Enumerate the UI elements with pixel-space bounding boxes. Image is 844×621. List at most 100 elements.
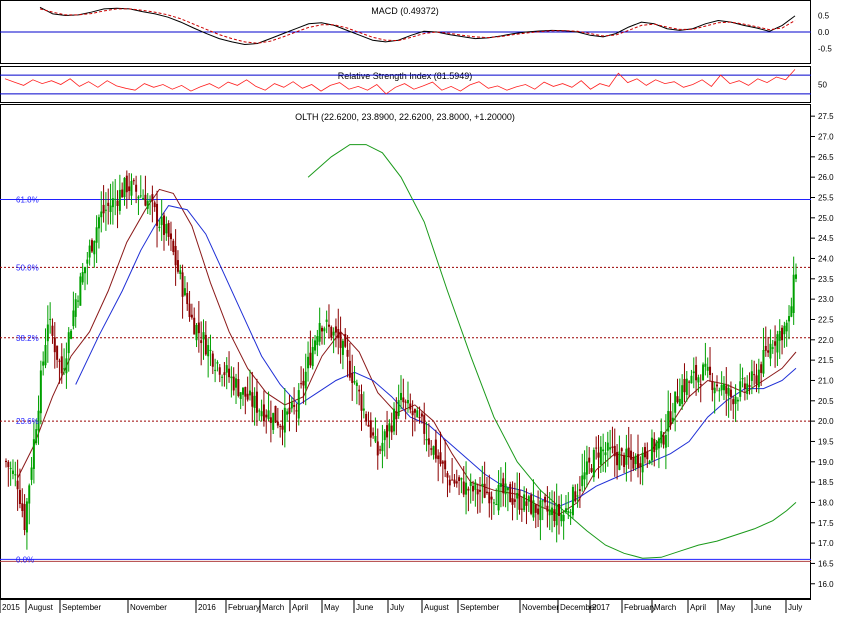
candle-body xyxy=(776,334,779,353)
candle-body xyxy=(11,470,14,474)
candle-body xyxy=(237,379,240,396)
candle-body xyxy=(660,431,663,444)
candle-body xyxy=(37,410,40,431)
candle-body xyxy=(160,216,163,226)
candle-body xyxy=(53,337,56,353)
candle-body xyxy=(562,515,565,522)
candle-body xyxy=(592,449,595,478)
candle-body xyxy=(230,376,233,379)
candle-body xyxy=(595,447,598,449)
candle-body xyxy=(142,198,145,200)
candle-body xyxy=(581,475,584,487)
candle-body xyxy=(274,405,277,423)
candle-body xyxy=(451,479,454,481)
candle-body xyxy=(551,507,554,515)
candle-body xyxy=(769,343,772,359)
candle-body xyxy=(627,447,630,457)
candle-body xyxy=(132,180,135,182)
candle-body xyxy=(281,425,284,430)
price-tick-label: 22.0 xyxy=(818,336,834,345)
candle-body xyxy=(207,345,210,357)
candle-body xyxy=(79,276,82,306)
candle-body xyxy=(739,381,742,397)
candle-body xyxy=(46,324,49,342)
x-tick-label: November xyxy=(130,603,167,612)
candle-body xyxy=(569,512,572,514)
candle-body xyxy=(648,460,651,464)
candle-body xyxy=(746,383,749,395)
candle-body xyxy=(139,195,142,197)
candle-body xyxy=(367,424,370,427)
x-tick-label: September xyxy=(460,603,499,612)
candle-body xyxy=(204,334,207,355)
candle-body xyxy=(637,454,639,468)
candle-body xyxy=(750,371,753,381)
candle-body xyxy=(181,272,184,297)
candle-body xyxy=(228,368,231,378)
price-tick-label: 18.0 xyxy=(818,498,834,507)
candle-body xyxy=(460,478,463,480)
candle-body xyxy=(174,245,177,266)
candle-body xyxy=(513,499,516,502)
candle-body xyxy=(420,413,423,417)
candle-body xyxy=(337,328,340,339)
candle-body xyxy=(588,457,591,463)
candle-body xyxy=(427,438,430,445)
candle-body xyxy=(599,446,602,465)
candle-body xyxy=(544,496,547,503)
candle-body xyxy=(232,376,235,391)
candle-body xyxy=(107,202,110,206)
candle-body xyxy=(195,324,198,341)
candle-body xyxy=(172,240,175,252)
candle-body xyxy=(362,408,365,411)
candle-body xyxy=(472,485,475,492)
candle-body xyxy=(760,364,763,373)
candle-body xyxy=(321,327,323,332)
candle-body xyxy=(121,189,124,198)
candle-body xyxy=(221,376,224,378)
candle-body xyxy=(316,336,319,346)
candle-body xyxy=(144,194,147,206)
candle-body xyxy=(183,288,186,296)
candle-body xyxy=(483,483,486,498)
candle-body xyxy=(84,267,86,274)
candle-body xyxy=(348,360,351,378)
candle-body xyxy=(225,365,228,373)
candle-body xyxy=(242,387,244,395)
candle-body xyxy=(611,446,614,448)
candle-body xyxy=(432,446,435,455)
candle-body xyxy=(302,380,305,386)
price-tick-label: 26.5 xyxy=(818,153,834,162)
price-panel: OLTH (22.6200, 23.8900, 22.6200, 23.8000… xyxy=(0,104,834,599)
candle-body xyxy=(571,486,574,516)
candle-body xyxy=(632,457,635,469)
candle-body xyxy=(560,514,563,522)
candle-body xyxy=(795,274,797,279)
candle-body xyxy=(288,407,291,415)
candle-body xyxy=(339,332,342,348)
candle-body xyxy=(286,411,289,415)
x-tick-label: 2015 xyxy=(2,603,20,612)
candle-body xyxy=(374,435,377,442)
candle-body xyxy=(193,317,196,335)
candle-body xyxy=(167,222,170,237)
candle-body xyxy=(583,472,586,480)
candle-body xyxy=(262,404,265,422)
candle-body xyxy=(28,485,31,504)
candle-body xyxy=(409,403,412,410)
candle-body xyxy=(404,401,407,403)
candle-body xyxy=(376,441,379,456)
candle-body xyxy=(623,455,626,467)
candle-body xyxy=(290,402,293,409)
fibonacci-labels: 61.8% 50.0% 38.2% 23.6% 0.0% xyxy=(16,196,39,565)
candle-body xyxy=(453,479,456,484)
candle-body xyxy=(683,379,686,393)
x-tick-label: April xyxy=(292,603,308,612)
candle-body xyxy=(355,382,358,386)
candle-body xyxy=(109,205,112,213)
candle-body xyxy=(413,409,416,413)
candle-body xyxy=(743,383,746,389)
candle-body xyxy=(176,260,179,272)
